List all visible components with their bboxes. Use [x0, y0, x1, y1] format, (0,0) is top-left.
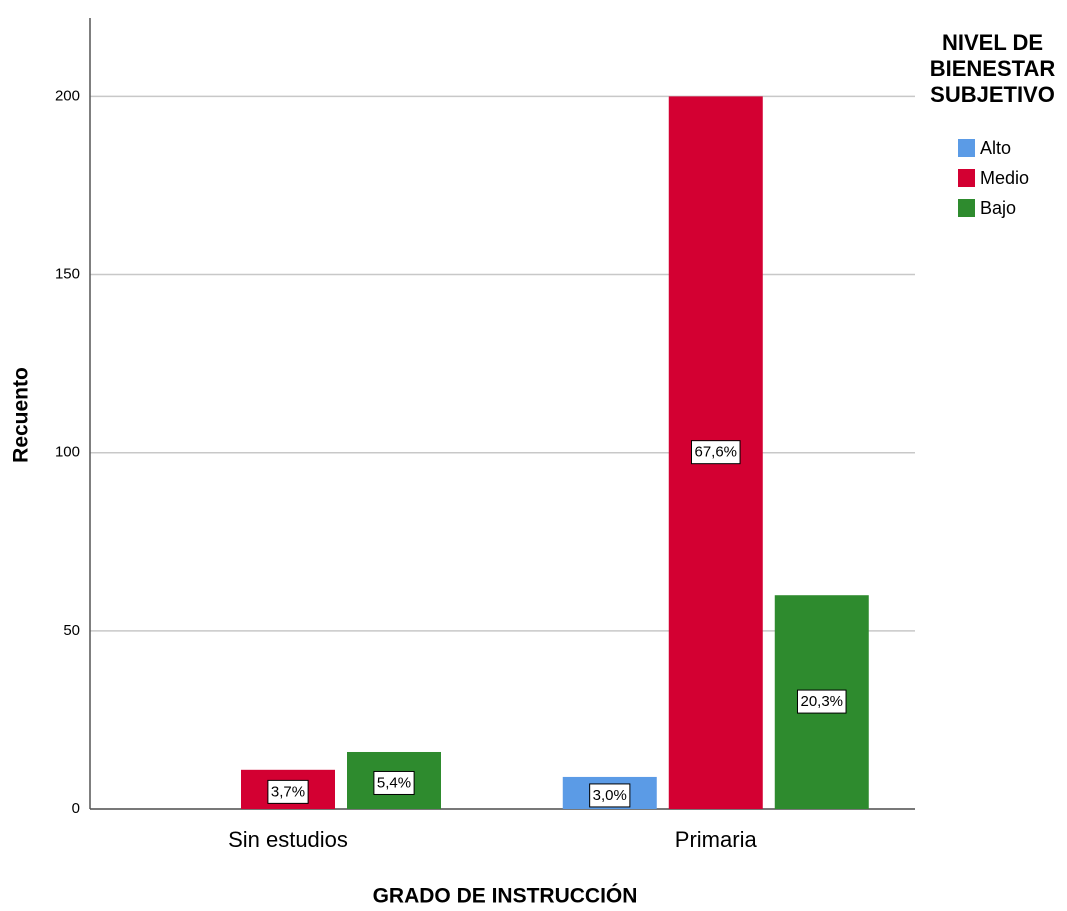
value-label: 5,4% [377, 774, 411, 791]
y-tick-label: 200 [55, 87, 80, 104]
y-tick-label: 100 [55, 444, 80, 461]
value-label-box [373, 770, 415, 795]
legend-swatch [958, 169, 975, 187]
value-label-box [589, 783, 631, 808]
legend-label: Bajo [980, 198, 1016, 218]
y-tick-label: 150 [55, 266, 80, 283]
legend-swatch [958, 139, 975, 157]
value-label: 3,0% [593, 787, 627, 804]
y-axis-title: Recuento [10, 367, 33, 463]
value-label: 20,3% [800, 693, 843, 710]
value-label-box [690, 440, 741, 465]
value-label-box [796, 689, 847, 714]
legend-label: Medio [980, 168, 1029, 188]
x-axis-title: GRADO DE INSTRUCCIÓN [373, 884, 638, 908]
legend-label: Alto [980, 138, 1011, 158]
y-tick-label: 0 [72, 800, 80, 817]
legend-swatch [958, 199, 975, 217]
value-label: 3,7% [271, 783, 305, 800]
x-tick-label: Sin estudios [228, 827, 348, 852]
x-tick-label: Primaria [675, 827, 758, 852]
legend-title: NIVEL DE BIENESTAR SUBJETIVO [929, 30, 1056, 107]
value-label-box [267, 779, 309, 804]
y-tick-label: 50 [63, 622, 80, 639]
value-label: 67,6% [694, 444, 737, 461]
